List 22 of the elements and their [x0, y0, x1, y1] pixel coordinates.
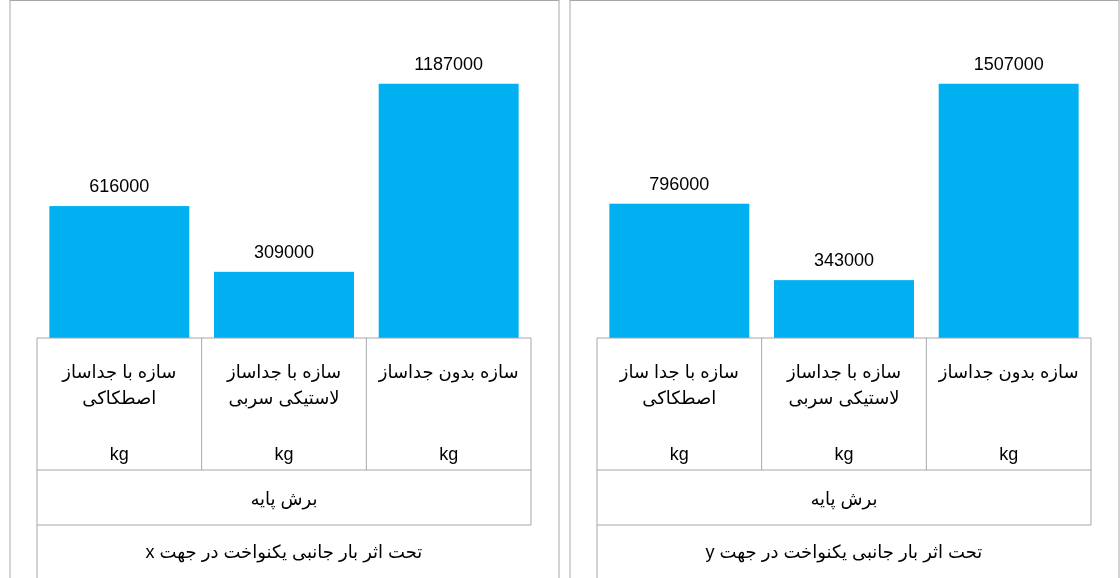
data-label: 796000: [649, 173, 710, 194]
text: برش پایه: [810, 489, 878, 510]
x-tick-label: سازه با جدا ساز اصطکاکی: [618, 362, 739, 408]
data-label: 616000: [89, 176, 150, 197]
text: kg: [999, 444, 1019, 464]
text: برش پایه: [250, 489, 318, 510]
x-tick-label: سازه با جداساز اصطکاکی: [61, 362, 177, 408]
text: kg: [109, 444, 129, 464]
x-tick-label: سازه با جداساز لاستیکی سربی: [785, 362, 902, 409]
x-axis-title: تحت اثر بار جانبی یکنواخت در جهت x: [145, 542, 423, 563]
text: kg: [439, 444, 459, 464]
data-label: 309000: [253, 241, 315, 262]
x-axis-title: تحت اثر بار جانبی یکنواخت در جهت y: [705, 542, 983, 563]
x-tick-label: سازه بدون جداساز: [937, 362, 1079, 383]
data-label: 343000: [813, 250, 875, 271]
data-label: 1507000: [973, 53, 1044, 74]
text: kg: [669, 444, 689, 464]
x-tick-label: سازه بدون جداساز: [377, 362, 519, 383]
x-tick-label: سازه با جداساز لاستیکی سربی: [225, 362, 342, 409]
text: kg: [274, 444, 294, 464]
text: kg: [834, 444, 854, 464]
data-label: 1187000: [414, 53, 484, 74]
